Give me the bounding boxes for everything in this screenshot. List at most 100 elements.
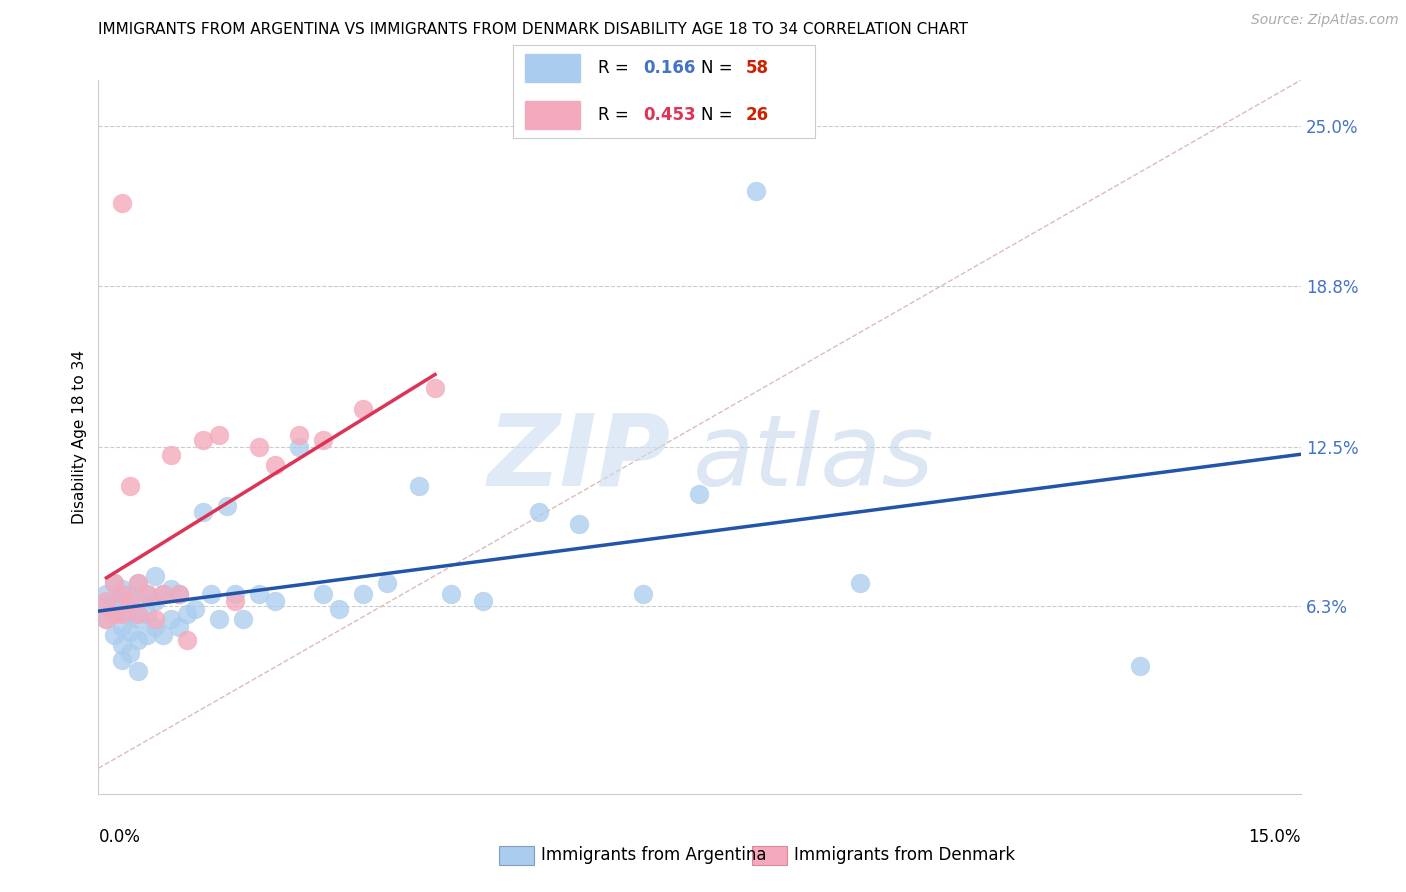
Point <box>120 607 142 622</box>
Point <box>111 587 134 601</box>
Point <box>167 587 190 601</box>
Point <box>224 594 246 608</box>
Point <box>103 607 125 622</box>
Point <box>128 632 150 647</box>
Point <box>143 594 166 608</box>
Point <box>1129 658 1152 673</box>
Point <box>111 620 134 634</box>
Text: 0.453: 0.453 <box>643 106 696 124</box>
Point <box>633 587 655 601</box>
Text: N =: N = <box>700 106 738 124</box>
Point <box>159 448 181 462</box>
Point <box>111 607 134 622</box>
Point <box>128 607 150 622</box>
Point <box>312 433 335 447</box>
Point <box>167 587 190 601</box>
Point <box>312 587 335 601</box>
Point <box>288 427 311 442</box>
Point <box>111 582 134 596</box>
Point <box>352 401 374 416</box>
Point <box>183 602 205 616</box>
Point <box>159 612 181 626</box>
Point <box>247 587 270 601</box>
Text: 0.166: 0.166 <box>643 59 696 77</box>
Point <box>135 628 157 642</box>
Point <box>689 486 711 500</box>
Point <box>176 607 198 622</box>
Point <box>849 576 872 591</box>
Point <box>103 576 125 591</box>
Point <box>208 427 231 442</box>
Text: 0.0%: 0.0% <box>98 828 141 846</box>
Point <box>103 607 125 622</box>
Point <box>247 441 270 455</box>
Text: R =: R = <box>598 106 634 124</box>
Point <box>111 653 134 667</box>
Point <box>200 587 222 601</box>
Point <box>263 594 285 608</box>
Point <box>568 517 591 532</box>
Point <box>111 599 134 614</box>
Y-axis label: Disability Age 18 to 34: Disability Age 18 to 34 <box>72 350 87 524</box>
Text: Source: ZipAtlas.com: Source: ZipAtlas.com <box>1251 13 1399 28</box>
Point <box>120 479 142 493</box>
Point <box>120 646 142 660</box>
Point <box>263 458 285 473</box>
Text: 58: 58 <box>747 59 769 77</box>
Point <box>128 612 150 626</box>
Point <box>176 632 198 647</box>
Point <box>152 587 174 601</box>
Point <box>120 594 142 608</box>
Point <box>143 620 166 634</box>
Point <box>328 602 350 616</box>
Point <box>135 607 157 622</box>
Point <box>143 612 166 626</box>
Point <box>103 594 125 608</box>
Point <box>96 594 118 608</box>
Point <box>529 504 551 518</box>
Point <box>352 587 374 601</box>
Point <box>96 599 118 614</box>
Point <box>96 587 118 601</box>
Point <box>215 500 238 514</box>
Point <box>408 479 430 493</box>
Point <box>159 582 181 596</box>
Point <box>208 612 231 626</box>
Point <box>120 587 142 601</box>
Text: Immigrants from Denmark: Immigrants from Denmark <box>794 846 1015 863</box>
Point <box>440 587 463 601</box>
Text: atlas: atlas <box>693 410 935 507</box>
Point <box>191 433 214 447</box>
Point <box>103 628 125 642</box>
Point <box>744 184 766 198</box>
Point <box>232 612 254 626</box>
Point <box>128 576 150 591</box>
Point <box>128 576 150 591</box>
FancyBboxPatch shape <box>526 54 579 82</box>
Text: 26: 26 <box>747 106 769 124</box>
Point <box>152 628 174 642</box>
Point <box>143 568 166 582</box>
Point <box>288 441 311 455</box>
Point <box>167 620 190 634</box>
Point <box>472 594 495 608</box>
Point <box>111 196 134 211</box>
Point <box>191 504 214 518</box>
Point <box>128 594 150 608</box>
Point <box>103 576 125 591</box>
Text: IMMIGRANTS FROM ARGENTINA VS IMMIGRANTS FROM DENMARK DISABILITY AGE 18 TO 34 COR: IMMIGRANTS FROM ARGENTINA VS IMMIGRANTS … <box>98 22 969 37</box>
Point <box>152 587 174 601</box>
Point <box>375 576 398 591</box>
Point <box>128 664 150 678</box>
Point <box>135 587 157 601</box>
Point <box>120 625 142 640</box>
Point <box>423 381 446 395</box>
Text: 15.0%: 15.0% <box>1249 828 1301 846</box>
Text: N =: N = <box>700 59 738 77</box>
Point <box>96 612 118 626</box>
Point <box>135 587 157 601</box>
FancyBboxPatch shape <box>526 101 579 129</box>
Point <box>96 612 118 626</box>
Text: R =: R = <box>598 59 634 77</box>
Point <box>224 587 246 601</box>
